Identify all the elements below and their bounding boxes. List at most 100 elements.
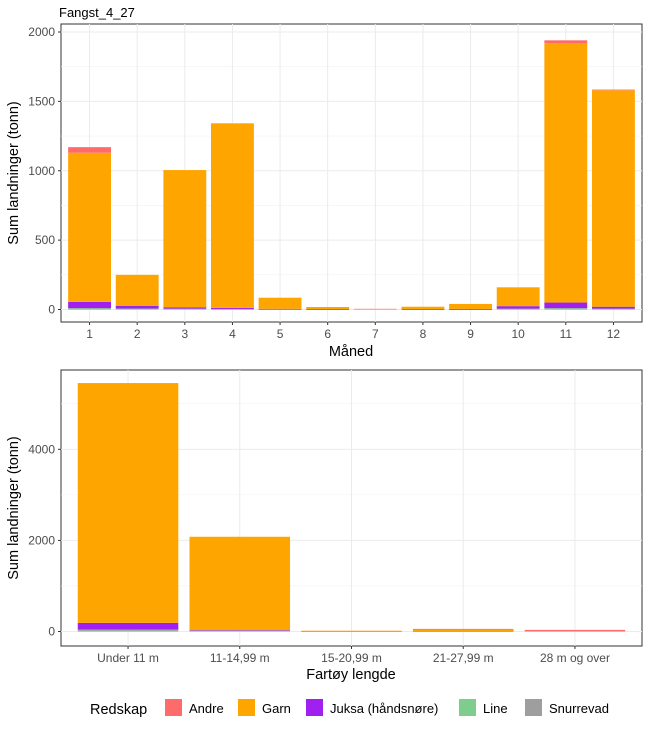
chart-title: Fangst_4_27 xyxy=(59,5,135,20)
monthly-bar-2-juksa-h-ndsn-re xyxy=(115,305,159,309)
legend-swatch-garn xyxy=(238,699,255,716)
monthly-bar-8-garn xyxy=(401,306,445,310)
monthly-bar-1-line xyxy=(68,308,112,309)
length-bar-under-11-m-line xyxy=(77,629,179,631)
monthly-bar-10-garn xyxy=(496,287,540,307)
monthly-y-tick-label: 1000 xyxy=(28,164,55,178)
length-x-tick-label: 15-20,99 m xyxy=(321,651,382,665)
legend-label-andre: Andre xyxy=(189,701,224,716)
monthly-x-tick-label: 2 xyxy=(134,327,141,341)
length-bar-21-27-99-m-garn xyxy=(412,629,514,632)
panel-monthly-y-axis-title: Sum landninger (tonn) xyxy=(6,101,22,244)
length-x-tick-label: 21-27,99 m xyxy=(433,651,494,665)
monthly-x-tick-label: 12 xyxy=(607,327,621,341)
panel-vessel-length-x-axis-title: Fartøy lengde xyxy=(306,667,395,683)
monthly-x-tick-label: 11 xyxy=(560,327,573,341)
monthly-bar-3-line xyxy=(163,308,207,310)
panel-vessel-length-x-ticks: Under 11 m 11-14,99 m 15-20,99 m 21-27,99 m… xyxy=(97,646,610,665)
monthly-bar-2-snurrevad xyxy=(115,308,159,310)
length-bar-11-14-99-m-line xyxy=(189,630,291,632)
length-y-tick-label: 2000 xyxy=(28,533,55,547)
panel-monthly-bars xyxy=(68,40,635,310)
monthly-x-tick-label: 10 xyxy=(512,327,526,341)
monthly-bar-7-andre xyxy=(353,308,397,310)
legend: Redskap Andre Garn Juksa (håndsnøre) Line Sn… xyxy=(90,699,609,718)
monthly-bar-6-garn xyxy=(306,307,350,310)
panel-monthly-y-ticks: 0 500 1000 1500 2000 xyxy=(28,25,61,317)
monthly-bar-11-garn xyxy=(544,43,588,303)
monthly-bar-3-juksa-h-ndsn-re xyxy=(163,307,207,309)
legend-swatch-andre xyxy=(165,699,182,716)
monthly-bar-9-garn xyxy=(449,303,492,309)
monthly-bar-2-garn xyxy=(115,274,159,306)
monthly-x-tick-label: 5 xyxy=(277,327,284,341)
monthly-bar-9-juksa-h-ndsn-re xyxy=(449,308,492,310)
panel-vessel-length: 0 2000 4000 Under 11 m 11-14,99 m 15-20,99 m… xyxy=(6,369,643,683)
panel-monthly-x-axis-title: Måned xyxy=(329,344,373,360)
monthly-bar-4-line xyxy=(211,308,254,310)
length-bar-under-11-m-snurrevad xyxy=(77,630,179,632)
monthly-bar-1-juksa-h-ndsn-re xyxy=(68,301,112,309)
monthly-bar-5-garn xyxy=(258,297,302,309)
length-bar-28-m-og-over-garn xyxy=(524,631,626,632)
monthly-bar-4-garn xyxy=(211,123,254,308)
length-bar-under-11-m-juksa-h-ndsn-re xyxy=(77,622,179,630)
legend-items: Andre Garn Juksa (håndsnøre) Line Snurrevad xyxy=(165,699,609,716)
monthly-bar-6-juksa-h-ndsn-re xyxy=(306,309,350,310)
monthly-x-tick-label: 1 xyxy=(86,327,93,341)
legend-swatch-juksa-h-ndsn-re xyxy=(306,699,323,716)
monthly-bar-11-juksa-h-ndsn-re xyxy=(544,302,588,309)
panel-vessel-length-y-ticks: 0 2000 4000 xyxy=(28,442,61,639)
monthly-bar-10-line xyxy=(496,308,540,310)
monthly-x-tick-label: 3 xyxy=(181,327,188,341)
monthly-bar-5-juksa-h-ndsn-re xyxy=(258,308,302,310)
monthly-bar-12-garn xyxy=(591,90,635,307)
monthly-x-tick-label: 9 xyxy=(467,327,474,341)
monthly-bar-10-juksa-h-ndsn-re xyxy=(496,306,540,309)
length-bar-28-m-og-over-andre xyxy=(524,629,626,632)
length-x-tick-label: Under 11 m xyxy=(97,651,159,665)
legend-title: Redskap xyxy=(90,702,147,718)
panel-vessel-length-bars xyxy=(77,383,626,633)
monthly-bar-11-andre xyxy=(544,40,588,44)
monthly-y-tick-label: 500 xyxy=(35,233,55,247)
legend-label-snurrevad: Snurrevad xyxy=(549,701,609,716)
monthly-bar-3-garn xyxy=(163,170,207,308)
monthly-bar-4-juksa-h-ndsn-re xyxy=(211,307,254,309)
length-x-tick-label: 11-14,99 m xyxy=(210,651,270,665)
monthly-x-tick-label: 8 xyxy=(420,327,427,341)
monthly-y-tick-label: 0 xyxy=(48,303,55,317)
monthly-bar-11-line xyxy=(544,308,588,309)
legend-swatch-line xyxy=(459,699,476,716)
monthly-bar-12-andre xyxy=(591,89,635,91)
monthly-bar-11-snurrevad xyxy=(544,308,588,310)
monthly-bar-12-line xyxy=(591,308,635,310)
length-bar-21-27-99-m-andre xyxy=(412,628,514,630)
monthly-bar-2-line xyxy=(115,308,159,310)
monthly-y-tick-label: 1500 xyxy=(28,94,55,108)
monthly-bar-1-garn xyxy=(68,152,112,302)
monthly-bar-1-snurrevad xyxy=(68,308,112,310)
monthly-bar-8-juksa-h-ndsn-re xyxy=(401,309,445,310)
length-bar-11-14-99-m-juksa-h-ndsn-re xyxy=(189,630,291,631)
monthly-bar-12-juksa-h-ndsn-re xyxy=(591,306,635,309)
monthly-bar-1-andre xyxy=(68,147,112,153)
monthly-bar-9-snurrevad xyxy=(449,309,492,310)
legend-label-juksa-h-ndsn-re: Juksa (håndsnøre) xyxy=(330,701,438,716)
length-bar-21-27-99-m-snurrevad xyxy=(412,631,514,633)
length-bar-11-14-99-m-garn xyxy=(189,536,291,631)
length-y-tick-label: 0 xyxy=(48,625,55,639)
panel-monthly-x-ticks: 1 2 3 4 5 6 7 8 9 10 11 12 xyxy=(86,322,620,341)
length-x-tick-label: 28 m og over xyxy=(540,651,610,665)
legend-label-garn: Garn xyxy=(262,701,291,716)
legend-swatch-snurrevad xyxy=(525,699,542,716)
monthly-x-tick-label: 4 xyxy=(229,327,236,341)
legend-label-line: Line xyxy=(483,701,508,716)
length-bar-under-11-m-garn xyxy=(77,383,179,623)
monthly-y-tick-label: 2000 xyxy=(28,25,55,39)
monthly-x-tick-label: 7 xyxy=(372,327,379,341)
length-y-tick-label: 4000 xyxy=(28,442,55,456)
panel-vessel-length-y-axis-title: Sum landninger (tonn) xyxy=(6,436,22,579)
